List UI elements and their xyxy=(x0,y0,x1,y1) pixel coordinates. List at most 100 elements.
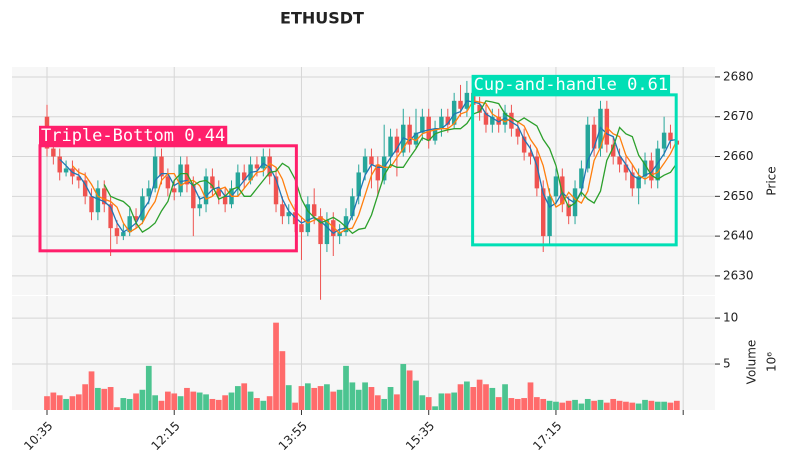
candle-body xyxy=(165,176,171,189)
candle-body xyxy=(649,160,654,181)
volume-bar xyxy=(387,387,394,410)
candle-body xyxy=(483,112,489,125)
volume-bar xyxy=(394,394,400,410)
candle-body xyxy=(655,148,660,181)
volume-bar xyxy=(95,387,101,410)
y-tick-label: 10 xyxy=(723,311,738,325)
volume-bar xyxy=(419,395,426,410)
pattern-label: Triple-Bottom 0.44 xyxy=(41,126,225,146)
candle-body xyxy=(318,216,323,245)
candle-body xyxy=(152,156,158,189)
volume-bar xyxy=(508,398,515,410)
candle-body xyxy=(426,116,431,141)
candle-body xyxy=(95,188,101,213)
volume-bar xyxy=(324,384,330,410)
candle-body xyxy=(172,188,177,193)
x-tick-label: 12:15 xyxy=(148,419,182,453)
candle-body xyxy=(528,152,533,157)
y-axis-label: Price xyxy=(765,166,779,195)
y-tick-label: 2640 xyxy=(723,229,754,243)
candle-body xyxy=(159,156,164,177)
candle-body xyxy=(375,164,381,181)
volume-bar xyxy=(241,383,248,410)
candle-body xyxy=(222,196,228,205)
pattern-label: Cup-and-handle 0.61 xyxy=(474,75,668,95)
volume-bar xyxy=(470,387,477,410)
candle-body xyxy=(57,156,62,173)
candle-body xyxy=(133,216,139,221)
candle-body xyxy=(547,196,552,237)
volume-bar xyxy=(425,397,432,410)
candle-body xyxy=(591,124,597,149)
volume-bar xyxy=(203,394,209,410)
candle-body xyxy=(496,116,501,125)
candle-body xyxy=(273,176,279,205)
candle-body xyxy=(197,204,202,209)
volume-bar xyxy=(145,365,152,410)
volume-bar xyxy=(311,387,318,410)
volume-bar xyxy=(298,386,305,410)
candle-body xyxy=(210,176,215,189)
candle-body xyxy=(534,156,540,189)
y-tick-label: 2660 xyxy=(723,149,754,163)
candle-body xyxy=(490,116,495,125)
volume-bar xyxy=(196,392,203,410)
volume-bar xyxy=(565,400,572,410)
candle-body xyxy=(324,220,330,245)
candle-body xyxy=(267,156,272,177)
volume-bar xyxy=(591,400,597,410)
volume-bar xyxy=(190,391,197,410)
volume-bar xyxy=(133,393,139,410)
volume-bar xyxy=(381,398,388,410)
y-tick-label: 2630 xyxy=(723,268,754,282)
volume-bar xyxy=(534,397,540,410)
volume-bar xyxy=(82,384,89,410)
candle-body xyxy=(636,176,641,189)
volume-bar xyxy=(495,397,502,410)
volume-bar xyxy=(642,399,648,410)
candle-body xyxy=(610,144,616,157)
candle-body xyxy=(216,188,221,197)
volume-bar xyxy=(158,400,165,410)
volume-bar xyxy=(336,389,343,410)
candle-body xyxy=(439,116,444,129)
candle-body xyxy=(369,156,374,165)
candle-body xyxy=(388,136,393,157)
candle-body xyxy=(343,216,349,233)
candle-body xyxy=(451,100,457,125)
volume-bar xyxy=(355,389,362,410)
pattern-label-bg xyxy=(38,125,228,146)
moving-average-line xyxy=(59,100,677,235)
candle-body xyxy=(241,172,247,181)
chart-title: ETHUSDT xyxy=(280,9,364,28)
volume-bar xyxy=(610,398,617,410)
volume-bar xyxy=(44,396,50,410)
volume-bar xyxy=(107,387,114,410)
candle-body xyxy=(235,172,241,189)
volume-bar xyxy=(527,382,534,410)
candle-body xyxy=(540,188,546,237)
volume-bar xyxy=(438,393,445,410)
candle-body xyxy=(521,136,527,153)
volume-bar xyxy=(374,395,381,410)
candle-body xyxy=(661,132,667,149)
candle-body xyxy=(630,172,635,189)
candle-body xyxy=(407,124,412,145)
volume-bar xyxy=(514,398,521,410)
candle-body xyxy=(89,196,94,213)
volume-bar xyxy=(444,393,451,410)
volume-bar xyxy=(234,386,241,410)
volume-bar xyxy=(362,382,368,410)
candle-body xyxy=(63,168,69,173)
volume-bar xyxy=(254,398,260,410)
volume-bar xyxy=(139,389,146,410)
volume-multiplier: 10⁶ xyxy=(765,352,779,372)
volume-bar xyxy=(623,401,629,410)
candle-body xyxy=(311,204,317,217)
volume-bar xyxy=(451,392,458,410)
candle-body xyxy=(445,116,451,125)
candle-body xyxy=(585,124,590,169)
candle-body xyxy=(502,112,508,125)
volume-bar xyxy=(629,402,636,410)
candle-body xyxy=(350,196,355,217)
